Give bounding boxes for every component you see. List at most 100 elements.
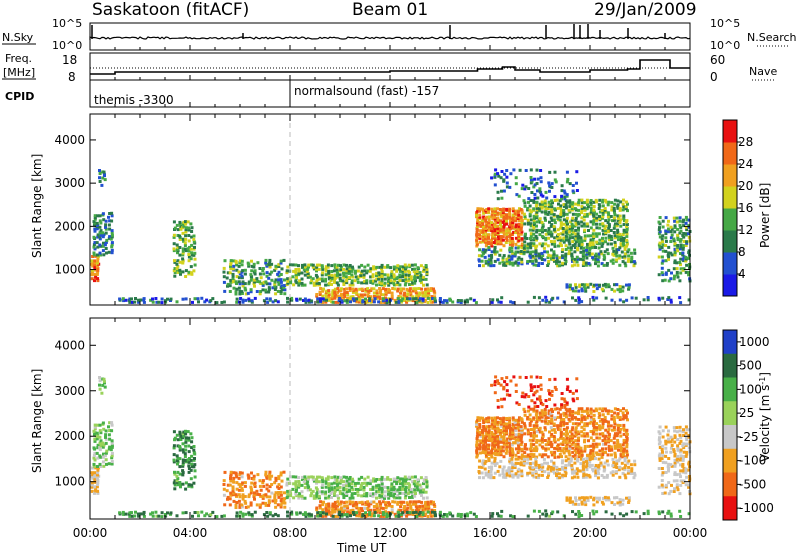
- power-cell: [333, 295, 337, 298]
- power-cell: [235, 287, 239, 291]
- velocity-cell: [502, 437, 506, 441]
- power-cell: [501, 209, 505, 213]
- velocity-cell: [475, 447, 479, 451]
- velocity-cell: [543, 411, 547, 415]
- velocity-cell: [480, 465, 484, 469]
- velocity-cell: [609, 439, 613, 443]
- power-cell: [576, 238, 580, 242]
- velocity-cell: [517, 418, 521, 422]
- velocity-cell: [342, 488, 346, 492]
- power-cell: [481, 219, 484, 223]
- velocity-cell: [621, 451, 625, 455]
- velocity-cell: [519, 443, 523, 447]
- velocity-cell: [487, 435, 491, 439]
- velocity-cell: [612, 461, 616, 465]
- power-cell: [509, 238, 513, 242]
- velocity-cell: [582, 471, 586, 475]
- velocity-cell: [366, 506, 370, 510]
- velocity-cell: [184, 444, 188, 448]
- power-cell: [529, 242, 533, 246]
- velocity-cell: [622, 407, 625, 411]
- velocity-cell: [189, 477, 193, 481]
- velocity-cell: [484, 437, 488, 441]
- velocity-cell: [514, 447, 518, 451]
- velocity-cell: [577, 453, 581, 457]
- power-cell: [585, 246, 589, 249]
- velocity-cell: [319, 513, 322, 517]
- velocity-cell: [529, 428, 533, 431]
- power-cell: [553, 236, 557, 240]
- velocity-cell: [540, 438, 544, 442]
- velocity-cell: [565, 449, 568, 453]
- power-cell: [529, 246, 533, 250]
- velocity-cell: [277, 487, 281, 490]
- power-colorbar-tick-label: 20: [738, 179, 753, 193]
- velocity-cell: [624, 440, 628, 444]
- velocity-cell: [429, 512, 433, 516]
- power-cell: [320, 273, 324, 277]
- velocity-cell: [388, 502, 392, 506]
- power-cell: [189, 257, 193, 261]
- velocity-cell: [544, 419, 547, 423]
- velocity-cell: [96, 491, 100, 495]
- velocity-cell: [510, 469, 514, 473]
- power-cell: [487, 248, 491, 251]
- power-cell: [424, 289, 427, 293]
- power-cell: [502, 223, 506, 227]
- power-cell: [534, 248, 538, 252]
- velocity-cell: [259, 488, 263, 492]
- velocity-cell: [505, 422, 508, 426]
- velocity-cell: [193, 511, 197, 514]
- power-cell: [498, 253, 502, 257]
- power-cell: [478, 234, 482, 238]
- power-cell: [619, 200, 623, 204]
- velocity-cell: [267, 501, 271, 505]
- power-cell: [336, 275, 340, 279]
- power-cell: [102, 253, 106, 257]
- power-cell: [500, 215, 504, 219]
- velocity-cell: [485, 434, 489, 438]
- power-cell: [238, 259, 242, 263]
- velocity-cell: [614, 432, 617, 436]
- velocity-cell: [499, 459, 503, 463]
- velocity-cell: [592, 425, 596, 429]
- power-cell: [478, 221, 482, 224]
- power-cell: [189, 247, 193, 251]
- velocity-cell: [134, 510, 137, 514]
- velocity-cell: [547, 411, 551, 415]
- velocity-cell: [487, 453, 491, 457]
- power-cell: [329, 279, 333, 283]
- power-cell: [96, 259, 100, 263]
- power-cell: [676, 238, 680, 242]
- velocity-cell: [532, 443, 536, 447]
- velocity-cell: [509, 430, 513, 434]
- velocity-cell: [564, 407, 568, 411]
- power-cell: [315, 294, 319, 298]
- velocity-cell: [190, 485, 194, 489]
- velocity-cell: [164, 514, 168, 518]
- power-cell: [623, 254, 627, 258]
- velocity-cell: [351, 479, 355, 483]
- velocity-cell: [184, 458, 187, 462]
- velocity-cell: [552, 464, 556, 468]
- power-cell: [261, 288, 265, 292]
- velocity-cell: [441, 514, 445, 518]
- power-cell: [256, 261, 260, 265]
- velocity-cell: [535, 439, 539, 442]
- power-cell: [510, 246, 514, 250]
- power-cell: [243, 268, 247, 272]
- power-cell: [612, 216, 616, 220]
- power-cell: [295, 275, 298, 279]
- power-cell: [229, 259, 233, 263]
- velocity-cell: [178, 445, 182, 448]
- power-cell: [588, 248, 592, 252]
- velocity-cell: [485, 420, 488, 424]
- power-cell: [511, 213, 515, 217]
- power-cell: [355, 297, 359, 301]
- velocity-cell: [259, 494, 263, 498]
- velocity-cell: [324, 477, 328, 481]
- power-cell: [564, 252, 568, 256]
- power-cell: [666, 230, 670, 234]
- power-cell: [427, 291, 431, 295]
- velocity-cell: [463, 513, 467, 517]
